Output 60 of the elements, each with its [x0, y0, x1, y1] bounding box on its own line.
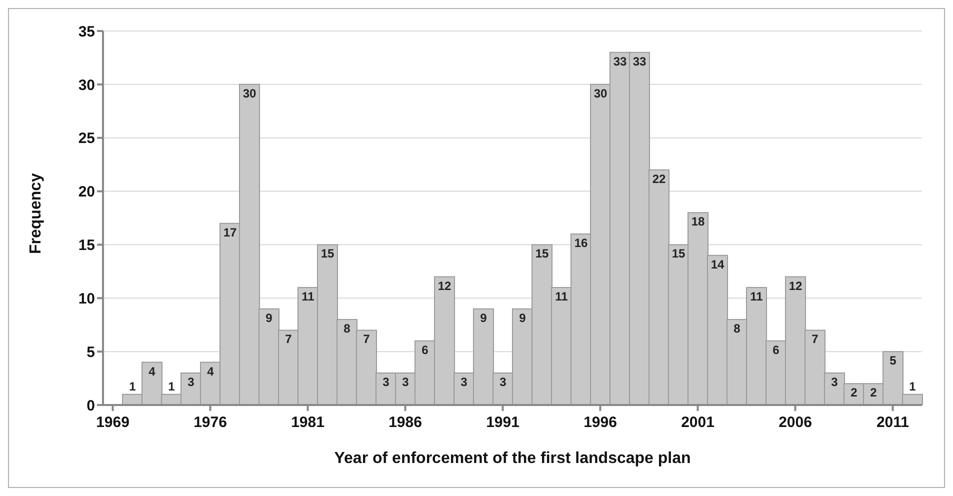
- data-label: 2: [870, 386, 878, 400]
- y-tick-label: 10: [78, 290, 95, 308]
- data-label: 11: [302, 289, 315, 304]
- data-label: 33: [613, 54, 627, 68]
- data-label: 3: [460, 374, 468, 389]
- y-axis-title: Frequency: [28, 172, 45, 254]
- data-label: 9: [519, 310, 526, 325]
- data-label: 3: [402, 374, 410, 389]
- data-label: 6: [422, 342, 429, 357]
- x-tick-label: 1991: [486, 414, 520, 431]
- y-tick-label: 20: [78, 184, 95, 201]
- data-label: 16: [574, 236, 588, 250]
- data-label: 7: [285, 332, 292, 346]
- x-tick-label: 2011: [876, 414, 910, 431]
- data-label: 11: [555, 289, 568, 304]
- data-label: 8: [734, 322, 741, 336]
- data-label: 1: [168, 379, 176, 394]
- x-tick-label: 2001: [681, 414, 714, 431]
- data-label: 12: [438, 278, 452, 293]
- y-tick-label: 0: [86, 397, 95, 414]
- data-label: 3: [500, 374, 507, 389]
- y-tick-label: 5: [86, 344, 95, 361]
- data-label: 1: [129, 379, 136, 394]
- data-label: 18: [691, 214, 705, 229]
- data-label: 4: [148, 364, 156, 378]
- data-label: 3: [188, 374, 195, 389]
- data-label: 1: [909, 379, 916, 394]
- y-tick-label: 35: [78, 23, 95, 40]
- data-label: 9: [266, 310, 273, 325]
- y-tick-label: 25: [78, 130, 95, 148]
- data-label: 3: [831, 374, 838, 389]
- data-label: 3: [382, 374, 390, 389]
- y-tick-label: 15: [78, 237, 95, 254]
- data-label: 33: [632, 54, 646, 68]
- y-tick-label: 30: [78, 76, 95, 94]
- data-label: 15: [535, 246, 549, 261]
- data-label: 12: [788, 278, 802, 293]
- data-label: 11: [750, 289, 764, 304]
- data-label: 15: [320, 246, 334, 261]
- x-tick-label: 2006: [778, 414, 812, 431]
- data-label: 8: [344, 322, 351, 336]
- x-axis-title: Year of enforcement of the first landscape plan: [334, 450, 691, 467]
- data-label: 30: [242, 86, 256, 100]
- x-tick-label: 1996: [584, 414, 617, 431]
- data-label: 7: [812, 332, 819, 346]
- data-label: 5: [890, 354, 897, 368]
- data-label: 7: [363, 332, 370, 346]
- data-label: 14: [710, 257, 724, 272]
- x-tick-label: 1981: [291, 414, 324, 431]
- x-tick-label: 1986: [388, 414, 422, 431]
- x-tick-label: 1976: [194, 414, 227, 431]
- data-label: 17: [223, 225, 237, 240]
- data-label: 4: [207, 364, 214, 378]
- data-label: 22: [652, 172, 666, 186]
- x-tick-label: 1969: [96, 414, 130, 431]
- data-label: 30: [594, 86, 608, 100]
- data-label: 15: [672, 246, 686, 261]
- data-label: 2: [850, 386, 858, 400]
- data-label: 6: [772, 342, 780, 357]
- data-label: 9: [480, 310, 488, 325]
